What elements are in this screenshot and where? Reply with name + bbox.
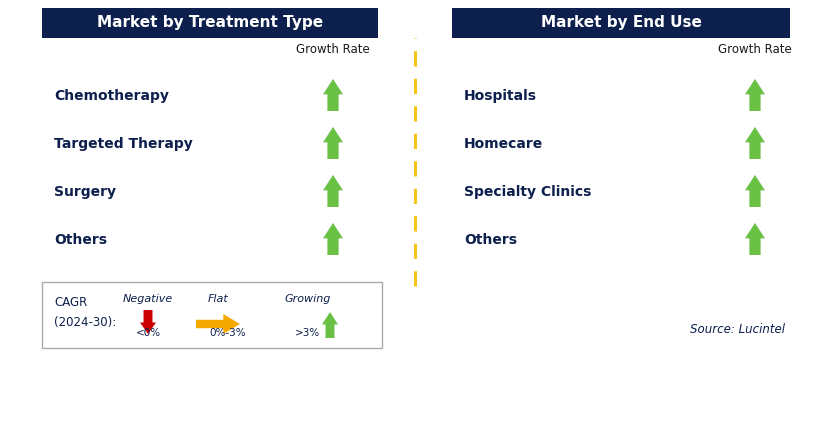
- Polygon shape: [744, 79, 764, 111]
- FancyBboxPatch shape: [42, 282, 382, 348]
- Text: Others: Others: [464, 233, 517, 247]
- Polygon shape: [744, 223, 764, 255]
- Text: Flat: Flat: [207, 294, 228, 304]
- Text: CAGR: CAGR: [54, 296, 87, 309]
- Text: Surgery: Surgery: [54, 185, 116, 199]
- Text: Growing: Growing: [285, 294, 331, 304]
- Text: Hospitals: Hospitals: [464, 89, 537, 103]
- Text: 0%-3%: 0%-3%: [209, 328, 246, 338]
- Polygon shape: [323, 175, 343, 207]
- Text: (2024-30):: (2024-30):: [54, 316, 116, 329]
- Text: Others: Others: [54, 233, 107, 247]
- FancyBboxPatch shape: [42, 8, 378, 38]
- Text: Market by End Use: Market by End Use: [540, 16, 700, 30]
- Polygon shape: [744, 175, 764, 207]
- Polygon shape: [323, 79, 343, 111]
- Text: Chemotherapy: Chemotherapy: [54, 89, 169, 103]
- Text: Homecare: Homecare: [464, 137, 542, 151]
- Polygon shape: [323, 223, 343, 255]
- FancyBboxPatch shape: [451, 8, 789, 38]
- Polygon shape: [321, 312, 338, 338]
- Text: Specialty Clinics: Specialty Clinics: [464, 185, 590, 199]
- Text: Growth Rate: Growth Rate: [717, 43, 791, 56]
- Polygon shape: [195, 314, 240, 334]
- Text: Targeted Therapy: Targeted Therapy: [54, 137, 193, 151]
- Text: >3%: >3%: [295, 328, 320, 338]
- Text: <0%: <0%: [135, 328, 161, 338]
- Polygon shape: [323, 127, 343, 159]
- Text: Market by Treatment Type: Market by Treatment Type: [97, 16, 323, 30]
- Text: Growth Rate: Growth Rate: [296, 43, 369, 56]
- Text: Negative: Negative: [123, 294, 173, 304]
- Text: Source: Lucintel: Source: Lucintel: [689, 323, 784, 336]
- Polygon shape: [744, 127, 764, 159]
- Polygon shape: [140, 310, 156, 334]
